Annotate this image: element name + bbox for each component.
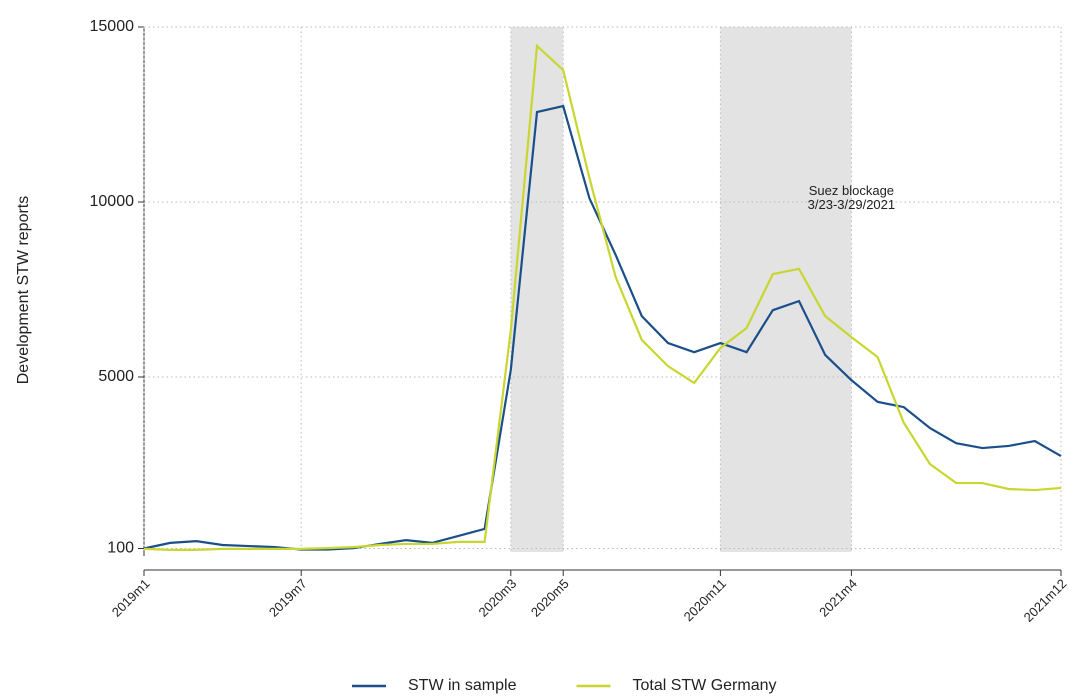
annotation: Suez blockage	[809, 183, 894, 198]
x-tick-label: 2019m1	[109, 576, 153, 620]
y-axis-label: Development STW reports	[15, 196, 32, 385]
data-line	[143, 104, 1062, 551]
x-tick-label: 2021m12	[1021, 576, 1070, 625]
x-tick-label: 2019m7	[266, 576, 310, 620]
x-tick-label: 2020m11	[681, 576, 729, 624]
x-tick-label: 2020m5	[528, 576, 572, 620]
y-tick-label: 5000	[98, 368, 134, 385]
y-tick-label: 100	[107, 540, 134, 557]
annotation: 3/23-3/29/2021	[808, 197, 895, 212]
y-tick-label: 15000	[90, 18, 135, 35]
x-tick-label: 2020m3	[476, 576, 520, 620]
legend-label: STW in sample	[408, 677, 517, 694]
y-tick-label: 10000	[90, 193, 135, 210]
data-line	[143, 43, 1062, 552]
shaded-period	[720, 27, 852, 552]
x-tick-label: 2021m4	[816, 576, 860, 620]
legend-label: Total STW Germany	[632, 677, 776, 694]
